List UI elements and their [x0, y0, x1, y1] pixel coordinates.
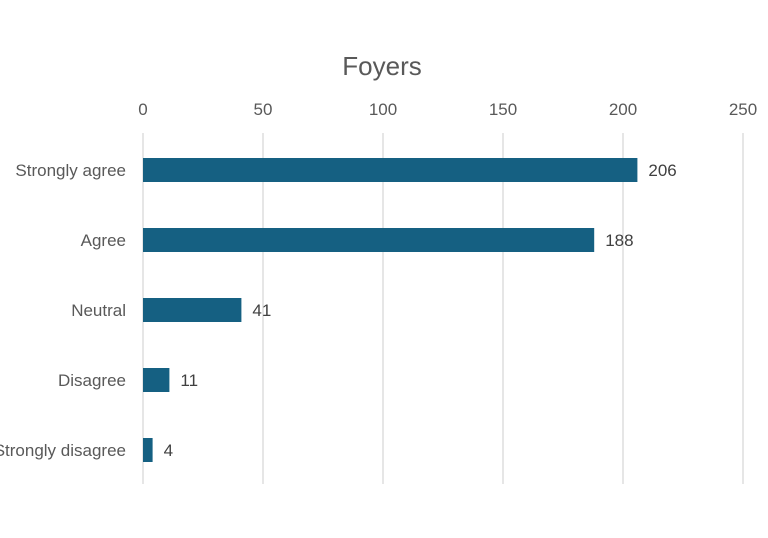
x-axis-tick-labels: 0 50 100 150 200 250 — [138, 100, 757, 119]
bars — [143, 158, 638, 462]
category-labels: Strongly agree Agree Neutral Disagree Strong… — [0, 161, 126, 460]
x-tick-label-200: 200 — [609, 100, 637, 119]
x-tick-label-0: 0 — [138, 100, 147, 119]
bar-disagree — [143, 368, 170, 392]
x-tick-label-100: 100 — [369, 100, 397, 119]
category-label-strongly-agree: Strongly agree — [15, 161, 126, 180]
x-tick-label-250: 250 — [729, 100, 757, 119]
chart-title: Foyers — [342, 51, 421, 81]
data-label-strongly-disagree: 4 — [164, 441, 173, 460]
bar-strongly-agree — [143, 158, 638, 182]
data-label-agree: 188 — [605, 231, 633, 250]
data-label-strongly-agree: 206 — [648, 161, 676, 180]
category-label-agree: Agree — [81, 231, 126, 250]
x-tick-label-50: 50 — [254, 100, 273, 119]
gridlines — [142, 133, 744, 484]
bar-strongly-disagree — [143, 438, 153, 462]
data-label-disagree: 11 — [180, 371, 198, 390]
bar-agree — [143, 228, 595, 252]
x-tick-label-150: 150 — [489, 100, 517, 119]
bar-neutral — [143, 298, 242, 322]
category-label-strongly-disagree: Strongly disagree — [0, 441, 126, 460]
category-label-disagree: Disagree — [58, 371, 126, 390]
category-label-neutral: Neutral — [71, 301, 126, 320]
data-labels: 206 188 41 11 4 — [164, 161, 677, 460]
data-label-neutral: 41 — [252, 301, 271, 320]
